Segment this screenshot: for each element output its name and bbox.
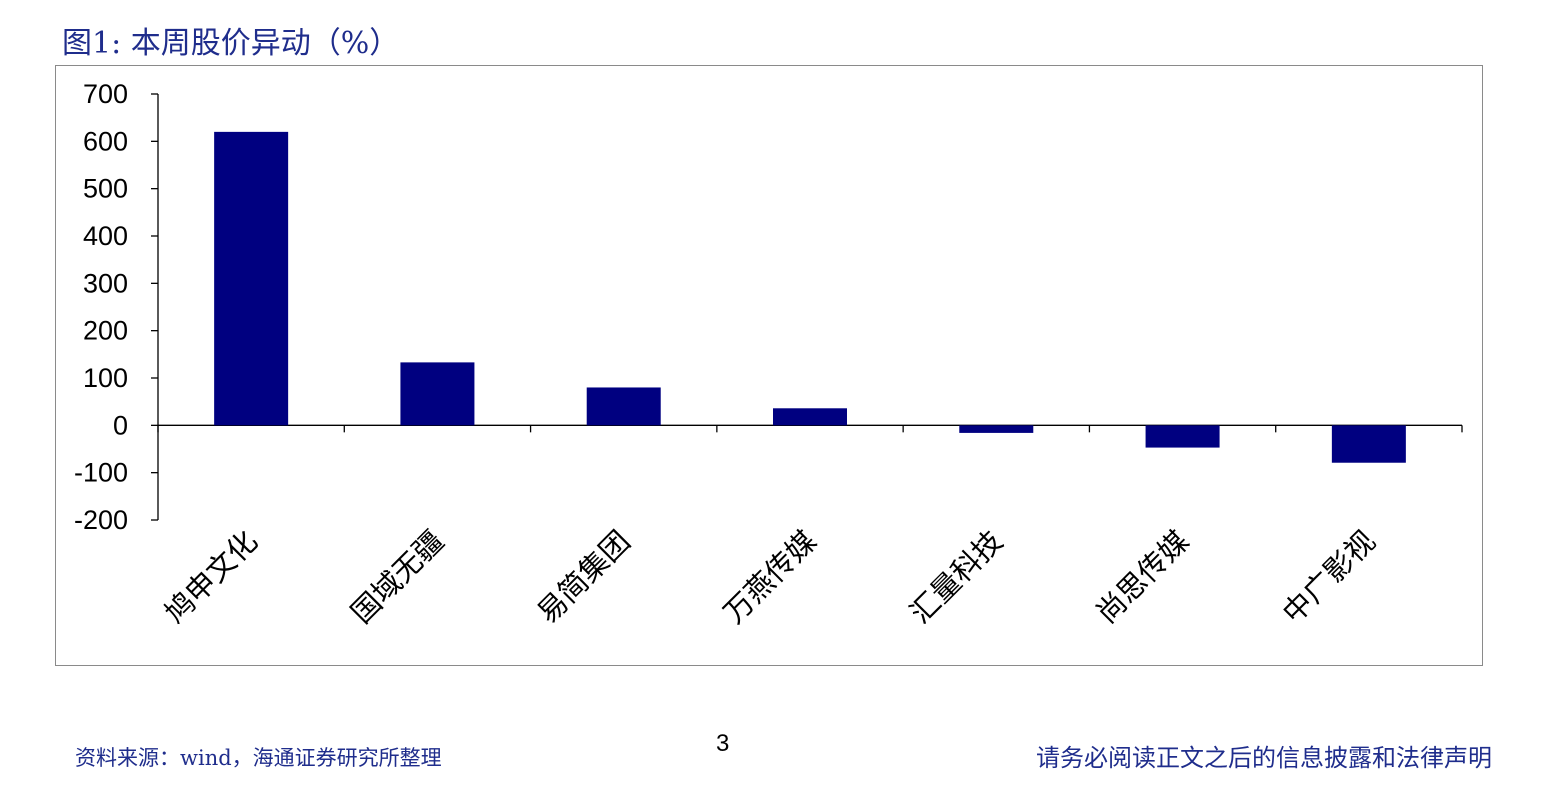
y-tick-label: 700: [83, 79, 128, 109]
bar-3: [586, 387, 661, 426]
y-tick-label: 500: [83, 174, 128, 204]
y-tick-label: 200: [83, 316, 128, 346]
y-tick-label: -100: [74, 458, 128, 488]
source-note: 资料来源：wind，海通证券研究所整理: [75, 746, 442, 770]
disclaimer-link[interactable]: 请务必阅读正文之后的信息披露和法律声明: [1036, 744, 1492, 772]
bar-1: [214, 131, 289, 426]
category-label: 中广影视: [1276, 524, 1382, 630]
chart-frame: [55, 65, 1483, 666]
figure-title: 图1: 本周股价异动（%）: [62, 26, 400, 61]
bar-6: [1145, 425, 1220, 448]
y-tick-label: -200: [74, 505, 128, 535]
category-label: 国域无疆: [344, 524, 450, 630]
category-label: 鸠申文化: [158, 524, 264, 630]
y-tick-label: 0: [113, 410, 128, 440]
y-tick-label: 100: [83, 363, 128, 393]
y-tick-label: 300: [83, 268, 128, 298]
bar-2: [400, 362, 475, 426]
y-tick-label: 600: [83, 126, 128, 156]
category-label: 尚思传媒: [1089, 524, 1195, 630]
bar-7: [1331, 425, 1406, 463]
bar-5: [959, 425, 1034, 433]
bar-4: [773, 408, 847, 426]
category-label: 万燕传媒: [717, 524, 823, 630]
category-label: 易简集团: [531, 524, 637, 630]
page-number: 3: [716, 730, 730, 757]
y-tick-label: 400: [83, 221, 128, 251]
category-label: 汇量科技: [903, 524, 1009, 630]
